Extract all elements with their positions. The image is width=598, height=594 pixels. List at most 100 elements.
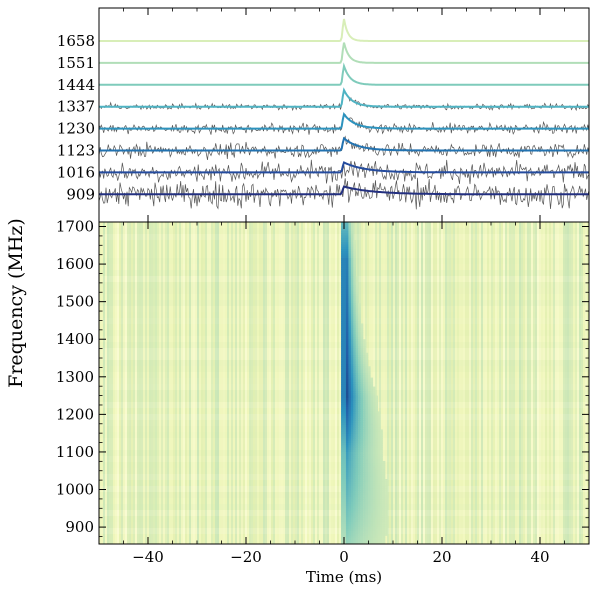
- heatmap-pulse-cell: [350, 490, 354, 494]
- heatmap-pulse-cell: [348, 237, 352, 241]
- heatmap-pulse-cell: [365, 386, 369, 390]
- heatmap-pulse-cell: [358, 474, 361, 478]
- heatmap-pulse-cell: [377, 474, 381, 478]
- heatmap-pulse-cell: [365, 409, 369, 412]
- heatmap-pulse-cell: [343, 456, 347, 460]
- heatmap-stripe: [567, 222, 569, 544]
- heatmap-pulse-cell: [355, 327, 359, 331]
- heatmap-pulse-cell: [365, 364, 369, 367]
- heatmap-pulse-cell: [350, 287, 354, 291]
- heatmap-pulse-cell: [372, 415, 376, 419]
- heatmap-pulse-cell: [350, 355, 354, 358]
- heatmap-pulse-cell: [358, 395, 361, 399]
- heatmap-pulse-cell: [348, 521, 352, 525]
- heatmap-pulse-cell: [341, 456, 344, 460]
- y-tick-label: 1300: [56, 368, 94, 386]
- heatmap-pulse-cell: [341, 348, 344, 351]
- heatmap-pulse-cell: [375, 467, 378, 471]
- heatmap-pulse-cell: [341, 433, 344, 437]
- heatmap-pulse-cell: [348, 327, 352, 331]
- heatmap-pulse-cell: [341, 325, 344, 329]
- heatmap-pulse-cell: [358, 305, 361, 309]
- heatmap-pulse-cell: [360, 359, 364, 363]
- heatmap-pulse-cell: [343, 476, 347, 480]
- heatmap-pulse-cell: [355, 485, 359, 489]
- heatmap-pulse-cell: [360, 526, 364, 530]
- heatmap-pulse-cell: [345, 314, 349, 318]
- heatmap-pulse-cell: [350, 352, 354, 356]
- heatmap-pulse-cell: [353, 533, 356, 536]
- heatmap-pulse-cell: [343, 242, 347, 246]
- heatmap-pulse-cell: [353, 289, 356, 293]
- heatmap-pulse-cell: [358, 388, 361, 392]
- heatmap-pulse-cell: [372, 474, 376, 478]
- heatmap-pulse-cell: [348, 497, 352, 500]
- heatmap-stripe: [527, 222, 529, 544]
- heatmap-pulse-cell: [343, 510, 347, 514]
- heatmap-pulse-cell: [372, 492, 376, 496]
- heatmap-pulse-cell: [375, 397, 378, 401]
- heatmap-pulse-cell: [358, 542, 361, 544]
- heatmap-pulse-cell: [358, 451, 361, 455]
- heatmap-pulse-cell: [341, 382, 344, 385]
- heatmap-pulse-cell: [358, 361, 361, 365]
- heatmap-stripe: [445, 222, 447, 544]
- heatmap-pulse-cell: [368, 499, 371, 503]
- heatmap-pulse-cell: [350, 521, 354, 525]
- heatmap-pulse-cell: [385, 488, 388, 491]
- heatmap-pulse-cell: [350, 370, 354, 374]
- heatmap-pulse-cell: [345, 506, 349, 509]
- heatmap-pulse-cell: [370, 508, 374, 512]
- heatmap-pulse-cell: [341, 388, 344, 392]
- heatmap-pulse-cell: [377, 476, 381, 480]
- heatmap-pulse-cell: [377, 517, 381, 521]
- heatmap-pulse-cell: [360, 458, 364, 462]
- heatmap-pulse-cell: [350, 231, 354, 234]
- heatmap-pulse-cell: [375, 400, 378, 403]
- heatmap-stripe: [107, 222, 109, 544]
- heatmap-pulse-cell: [355, 451, 359, 455]
- heatmap-pulse-cell: [358, 429, 361, 433]
- heatmap-pulse-cell: [353, 440, 356, 444]
- heatmap-pulse-cell: [377, 488, 381, 491]
- heatmap-pulse-cell: [380, 456, 383, 460]
- heatmap-pulse-cell: [355, 467, 359, 471]
- heatmap-pulse-cell: [341, 249, 344, 252]
- heatmap-pulse-cell: [345, 451, 349, 455]
- heatmap-pulse-cell: [343, 449, 347, 453]
- heatmap-pulse-cell: [385, 506, 388, 509]
- heatmap-pulse-cell: [350, 264, 354, 268]
- heatmap-pulse-cell: [345, 472, 349, 475]
- heatmap-pulse-cell: [353, 285, 356, 288]
- heatmap-pulse-cell: [345, 325, 349, 329]
- heatmap-pulse-cell: [368, 539, 371, 543]
- heatmap-pulse-cell: [343, 318, 347, 322]
- heatmap-pulse-cell: [355, 334, 359, 338]
- heatmap-pulse-cell: [385, 512, 388, 516]
- heatmap-stripe: [475, 222, 477, 544]
- heatmap-pulse-cell: [375, 469, 378, 473]
- profile-model-line: [99, 161, 589, 174]
- heatmap-pulse-cell: [353, 393, 356, 397]
- heatmap-pulse-cell: [358, 512, 361, 516]
- heatmap-pulse-cell: [358, 415, 361, 419]
- heatmap-pulse-cell: [365, 465, 369, 469]
- heatmap-pulse-cell: [372, 395, 376, 399]
- heatmap-pulse-cell: [355, 454, 359, 457]
- heatmap-pulse-cell: [343, 458, 347, 462]
- heatmap-pulse-cell: [368, 397, 371, 401]
- heatmap-pulse-cell: [360, 411, 364, 415]
- heatmap-pulse-cell: [385, 478, 388, 482]
- heatmap-stripe: [129, 222, 131, 544]
- heatmap-pulse-cell: [348, 438, 352, 442]
- heatmap-pulse-cell: [382, 519, 386, 523]
- heatmap-stripe: [441, 222, 443, 544]
- heatmap-pulse-cell: [348, 454, 352, 457]
- heatmap-pulse-cell: [365, 442, 369, 446]
- heatmap-pulse-cell: [348, 233, 352, 237]
- heatmap-pulse-cell: [341, 415, 344, 419]
- heatmap-stripe: [287, 222, 289, 544]
- heatmap-pulse-cell: [350, 273, 354, 277]
- heatmap-pulse-cell: [350, 350, 354, 354]
- heatmap-pulse-cell: [382, 499, 386, 503]
